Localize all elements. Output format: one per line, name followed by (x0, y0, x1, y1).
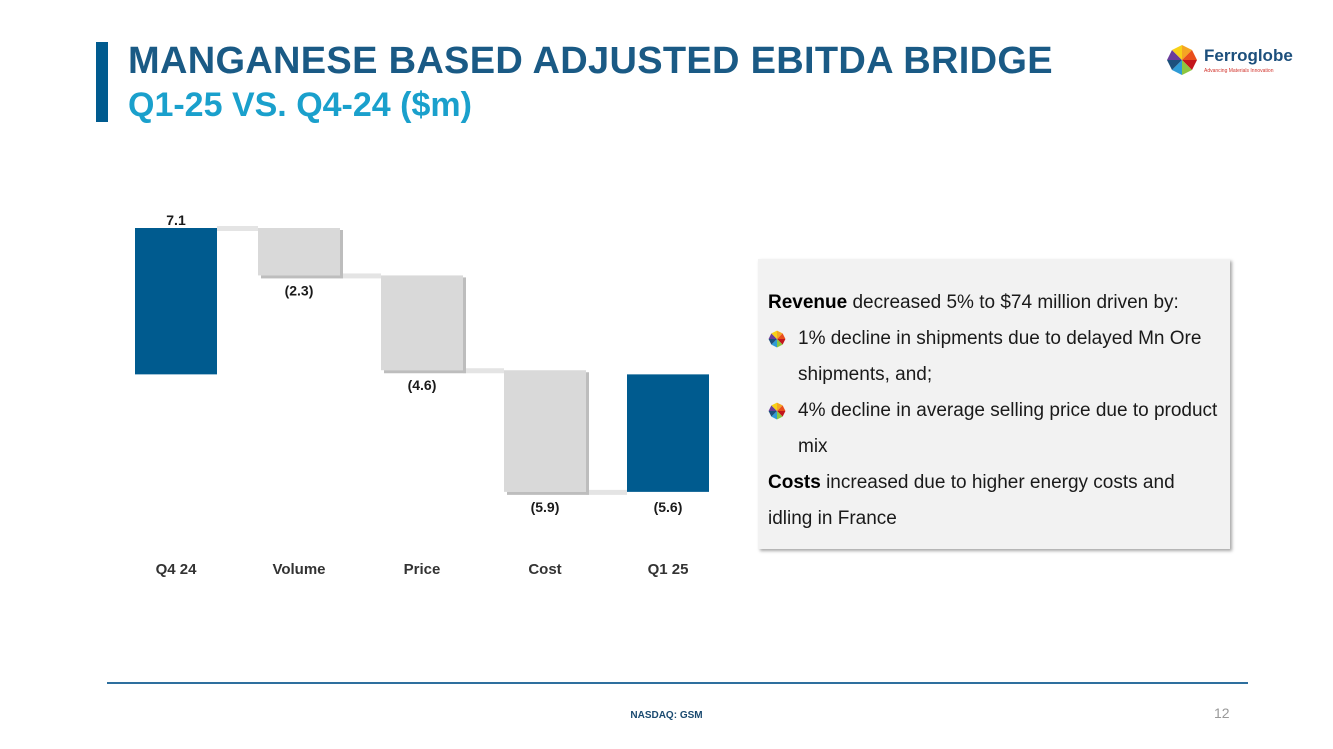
bar-cost (504, 370, 586, 492)
value-label: (5.6) (654, 499, 683, 515)
logo-name: Ferroglobe (1204, 46, 1293, 65)
bullet-text: 4% decline in average selling price due … (798, 400, 1218, 457)
bars (135, 228, 709, 495)
costs-paragraph: Costs increased due to higher energy cos… (768, 465, 1218, 537)
category-label: Q4 24 (156, 561, 198, 578)
bar-shadow (384, 370, 466, 374)
ferroglobe-logo: Ferroglobe Advancing Materials Innovatio… (1166, 44, 1296, 78)
category-label: Cost (528, 561, 561, 578)
page-number: 12 (1214, 705, 1230, 721)
connector-line (586, 489, 627, 495)
bar-shadow (261, 275, 343, 279)
bullet-price: 4% decline in average selling price due … (768, 393, 1218, 465)
connector-line (217, 226, 258, 231)
category-label: Volume (272, 561, 325, 578)
revenue-text: decreased 5% to $74 million driven by: (847, 292, 1179, 313)
ferroglobe-bullet-icon (768, 330, 786, 348)
footer-divider (107, 682, 1248, 684)
ferroglobe-logo-icon (1167, 45, 1197, 75)
bar-shadow (507, 491, 589, 495)
connector-line (463, 368, 504, 374)
value-labels: 7.1 (2.3) (4.6) (5.9) (5.6) (166, 212, 682, 515)
footer-ticker: NASDAQ: GSM (630, 710, 703, 721)
value-label: (2.3) (285, 282, 314, 298)
bar-shadow (340, 230, 343, 278)
value-label: 7.1 (166, 212, 186, 228)
logo-tagline: Advancing Materials Innovation (1204, 68, 1274, 74)
bar-volume (258, 228, 340, 276)
connector-line (340, 273, 381, 279)
bar-shadow (586, 372, 589, 494)
page-title: MANGANESE BASED ADJUSTED EBITDA BRIDGE (128, 40, 1053, 82)
connector-lines (217, 226, 627, 495)
bullet-text: 1% decline in shipments due to delayed M… (798, 328, 1202, 385)
category-label: Price (404, 561, 441, 578)
bar-shadow (463, 277, 466, 373)
revenue-heading: Revenue (768, 292, 848, 313)
revenue-paragraph: Revenue decreased 5% to $74 million driv… (768, 285, 1218, 321)
bar-q1-25 (627, 374, 709, 492)
category-label: Q1 25 (648, 561, 689, 578)
waterfall-chart: 7.1 (2.3) (4.6) (5.9) (5.6) Q4 24 Volume Price… (135, 212, 709, 578)
category-labels: Q4 24 Volume Price Cost Q1 25 (156, 561, 689, 578)
page-subtitle: Q1-25 VS. Q4-24 ($m) (128, 86, 472, 124)
costs-text: increased due to higher energy costs and… (768, 472, 1175, 529)
value-label: (4.6) (408, 377, 437, 393)
value-label: (5.9) (531, 499, 560, 515)
title-accent-bar (96, 42, 108, 122)
costs-heading: Costs (768, 472, 821, 493)
ferroglobe-bullet-icon (768, 402, 786, 420)
bullet-shipments: 1% decline in shipments due to delayed M… (768, 321, 1218, 393)
bar-q4-24 (135, 228, 217, 375)
bar-price (381, 275, 463, 371)
commentary-box: Revenue decreased 5% to $74 million driv… (758, 259, 1230, 549)
